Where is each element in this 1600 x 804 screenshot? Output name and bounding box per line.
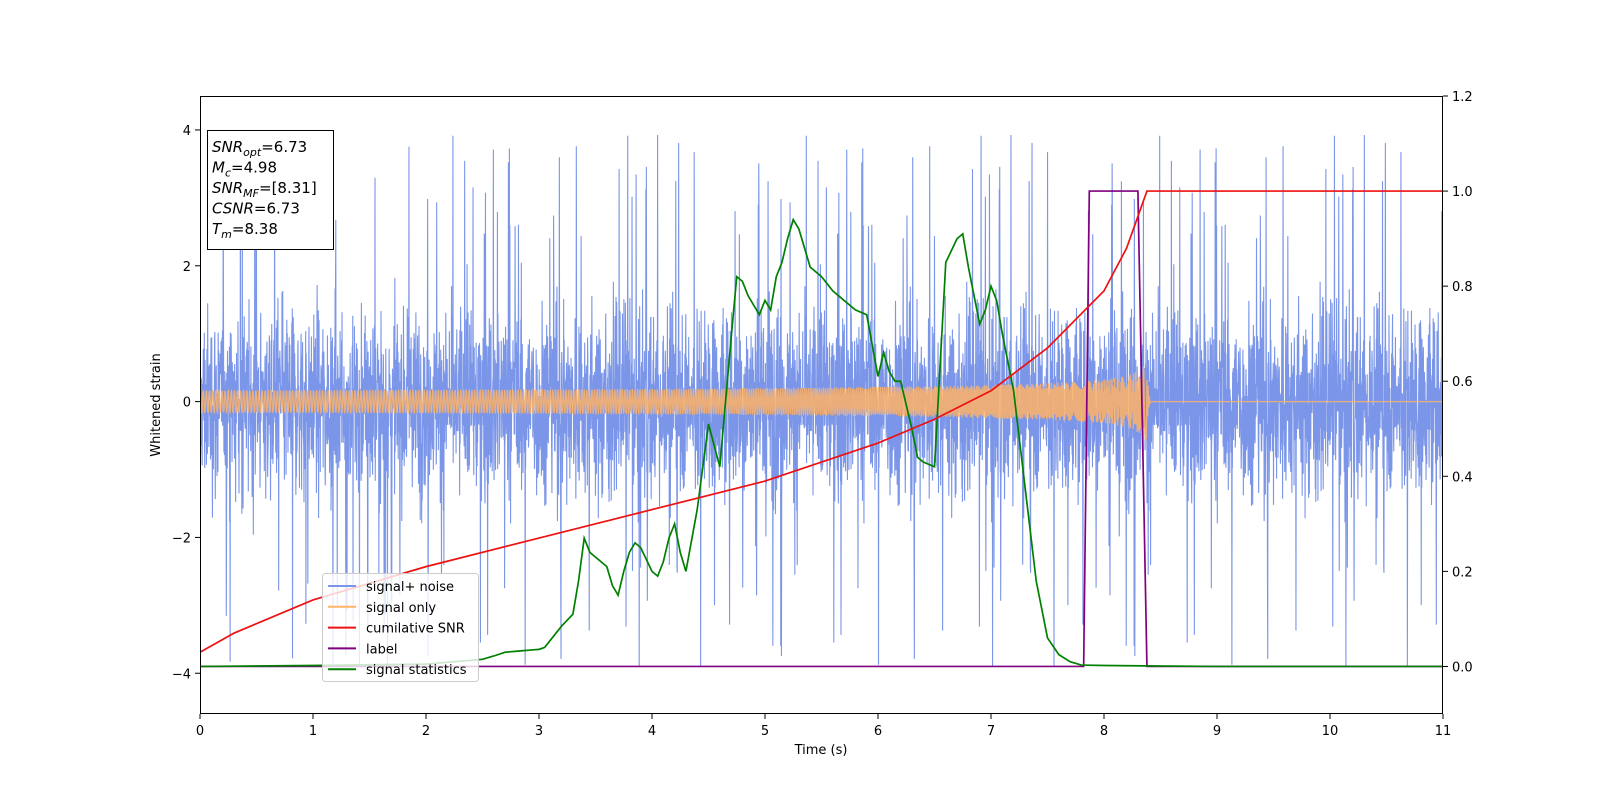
legend-label: signal only bbox=[366, 601, 436, 616]
x-tick-label: 10 bbox=[1322, 724, 1339, 739]
y-axis-label: Whitened strain bbox=[149, 353, 164, 456]
y-tick-label: 2 bbox=[183, 260, 191, 275]
info-box-line: SNRMF=[8.31] bbox=[212, 179, 317, 200]
info-box-frame bbox=[207, 130, 334, 250]
y2-tick-label: 0.8 bbox=[1452, 280, 1473, 295]
x-tick-label: 7 bbox=[987, 724, 995, 739]
x-tick-label: 4 bbox=[648, 724, 656, 739]
info-box-line: CSNR=6.73 bbox=[212, 200, 300, 218]
series-signal-noise-line bbox=[200, 133, 1443, 672]
legend: signal+ noise signal only cumilative SNR la… bbox=[322, 573, 479, 682]
series-signal-only-line bbox=[200, 366, 1443, 442]
y-tick-label: 0 bbox=[183, 396, 191, 411]
x-axis-label: Time (s) bbox=[794, 743, 848, 758]
y2-tick-label: 0.2 bbox=[1452, 565, 1473, 580]
y2-tick-label: 0.6 bbox=[1452, 375, 1473, 390]
y2-tick-label: 0.0 bbox=[1452, 660, 1473, 675]
legend-label: cumilative SNR bbox=[366, 622, 465, 637]
legend-label: signal+ noise bbox=[366, 580, 454, 595]
x-tick-label: 6 bbox=[874, 724, 882, 739]
x-tick-label: 3 bbox=[535, 724, 543, 739]
x-tick-label: 11 bbox=[1435, 724, 1452, 739]
x-tick-label: 5 bbox=[761, 724, 769, 739]
y-tick-label: 4 bbox=[183, 124, 191, 139]
info-box-line: SNRopt=6.73 bbox=[212, 138, 307, 159]
y2-tick-label: 0.4 bbox=[1452, 470, 1473, 485]
plot-frame bbox=[200, 96, 1443, 714]
info-box-line: Mc=4.98 bbox=[212, 159, 277, 180]
axes-layer: 0 1 2 3 4 5 6 7 8 9 10 11 −4 −2 0 2 4 0.0 0.2 0.4 0.6 0.8 1.0 1… bbox=[172, 90, 1473, 739]
series-signal-statistics-line bbox=[200, 217, 1443, 668]
info-box-line: Tm=8.38 bbox=[212, 220, 278, 241]
legend-frame bbox=[322, 573, 479, 682]
y2-tick-label: 1.0 bbox=[1452, 185, 1473, 200]
x-tick-label: 0 bbox=[196, 724, 204, 739]
x-tick-label: 1 bbox=[309, 724, 317, 739]
legend-label: signal statistics bbox=[366, 663, 467, 678]
y-tick-label: −2 bbox=[172, 531, 191, 546]
y-tick-label: −4 bbox=[172, 667, 191, 682]
legend-label: label bbox=[366, 642, 397, 657]
x-tick-label: 2 bbox=[422, 724, 430, 739]
x-tick-label: 8 bbox=[1100, 724, 1108, 739]
y2-tick-label: 1.2 bbox=[1452, 90, 1473, 105]
x-tick-label: 9 bbox=[1213, 724, 1221, 739]
